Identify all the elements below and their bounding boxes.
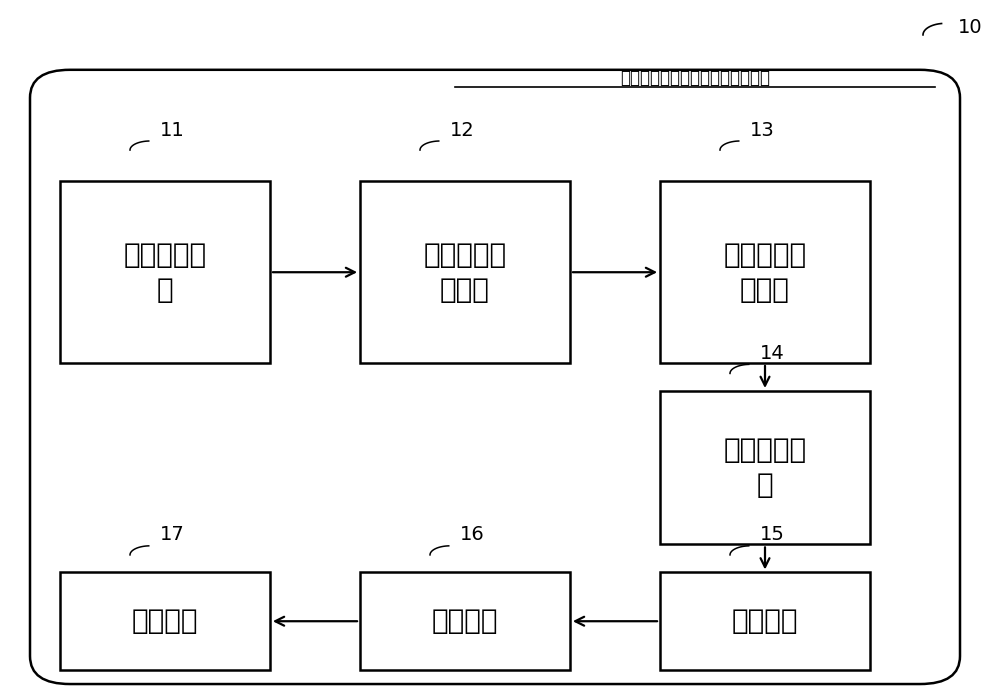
Text: 12: 12 bbox=[450, 121, 475, 140]
Text: 行业属性识
别单元: 行业属性识 别单元 bbox=[423, 241, 507, 304]
FancyBboxPatch shape bbox=[360, 572, 570, 670]
FancyBboxPatch shape bbox=[60, 181, 270, 363]
FancyBboxPatch shape bbox=[660, 391, 870, 544]
Text: 15: 15 bbox=[760, 526, 785, 544]
Text: 16: 16 bbox=[460, 526, 485, 544]
Text: 11: 11 bbox=[160, 121, 185, 140]
Text: 语音转换识
别单元: 语音转换识 别单元 bbox=[723, 241, 807, 304]
Text: 13: 13 bbox=[750, 121, 775, 140]
Text: 选择单元: 选择单元 bbox=[432, 607, 498, 635]
Text: 特征提取单
元: 特征提取单 元 bbox=[123, 241, 207, 304]
Text: 基于分类标识的智能语音识别装置: 基于分类标识的智能语音识别装置 bbox=[620, 69, 770, 87]
FancyBboxPatch shape bbox=[30, 70, 960, 684]
FancyBboxPatch shape bbox=[60, 572, 270, 670]
Text: 14: 14 bbox=[760, 344, 785, 363]
Text: 判断单元: 判断单元 bbox=[732, 607, 798, 635]
FancyBboxPatch shape bbox=[660, 181, 870, 363]
FancyBboxPatch shape bbox=[360, 181, 570, 363]
FancyBboxPatch shape bbox=[660, 572, 870, 670]
Text: 优化识别单
元: 优化识别单 元 bbox=[723, 436, 807, 499]
Text: 10: 10 bbox=[958, 18, 982, 38]
Text: 17: 17 bbox=[160, 526, 185, 544]
Text: 输出单元: 输出单元 bbox=[132, 607, 198, 635]
